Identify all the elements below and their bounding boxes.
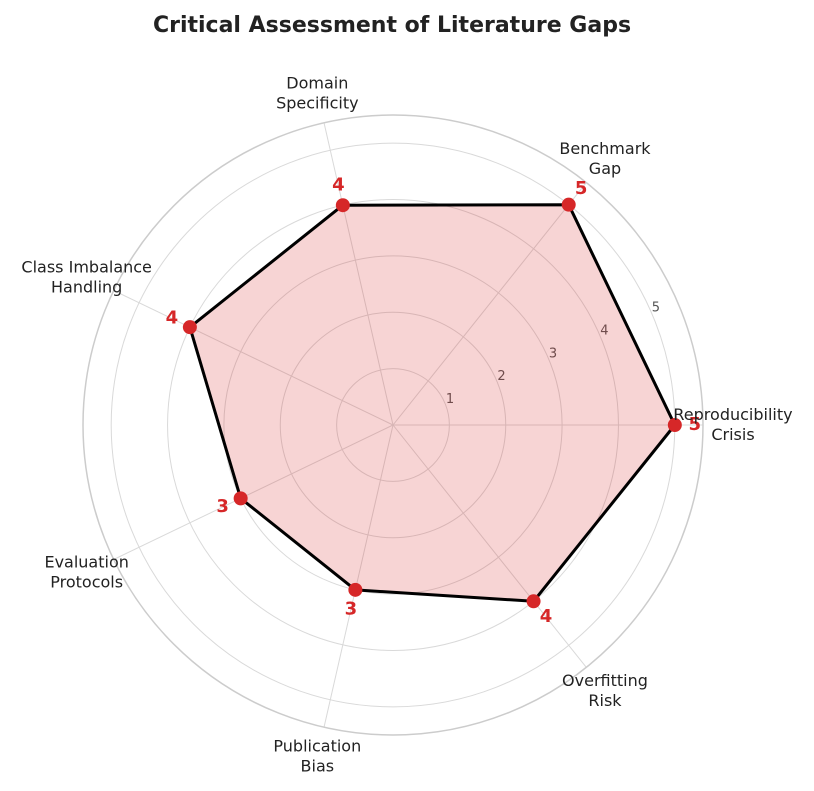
value-label: 5 bbox=[575, 178, 588, 199]
category-label: Benchmark Gap bbox=[559, 139, 651, 178]
category-label: Domain Specificity bbox=[276, 73, 358, 112]
marker bbox=[233, 491, 248, 506]
marker bbox=[561, 197, 576, 212]
r-tick-label: 2 bbox=[497, 369, 505, 384]
value-label: 5 bbox=[689, 414, 702, 435]
outer-ring bbox=[82, 114, 704, 736]
marker bbox=[667, 418, 682, 432]
marker bbox=[335, 198, 350, 213]
spoke bbox=[392, 182, 587, 426]
category-label: Reproducibility Crisis bbox=[673, 405, 792, 444]
area bbox=[189, 204, 675, 602]
category-label: Overfitting Risk bbox=[562, 670, 648, 709]
marker bbox=[182, 320, 197, 335]
chart-title: Critical Assessment of Literature Gaps bbox=[153, 13, 631, 38]
spoke bbox=[323, 424, 394, 728]
marker bbox=[348, 582, 363, 597]
value-label: 3 bbox=[216, 496, 229, 517]
value-label: 3 bbox=[345, 598, 358, 619]
spoke bbox=[113, 290, 394, 426]
spoke bbox=[323, 122, 394, 426]
category-label: Publication Bias bbox=[273, 736, 361, 775]
category-label: Evaluation Protocols bbox=[44, 552, 128, 591]
r-tick-label: 3 bbox=[549, 346, 557, 361]
spoke bbox=[392, 424, 587, 668]
r-tick-label: 5 bbox=[652, 300, 660, 315]
r-tick-label: 4 bbox=[600, 323, 608, 338]
marker bbox=[526, 594, 541, 609]
value-label: 4 bbox=[166, 308, 179, 329]
spoke bbox=[113, 424, 394, 560]
value-label: 4 bbox=[540, 606, 553, 627]
r-tick-label: 1 bbox=[446, 392, 454, 407]
category-label: Class Imbalance Handling bbox=[21, 257, 151, 296]
line bbox=[188, 203, 677, 603]
value-label: 4 bbox=[332, 175, 345, 196]
